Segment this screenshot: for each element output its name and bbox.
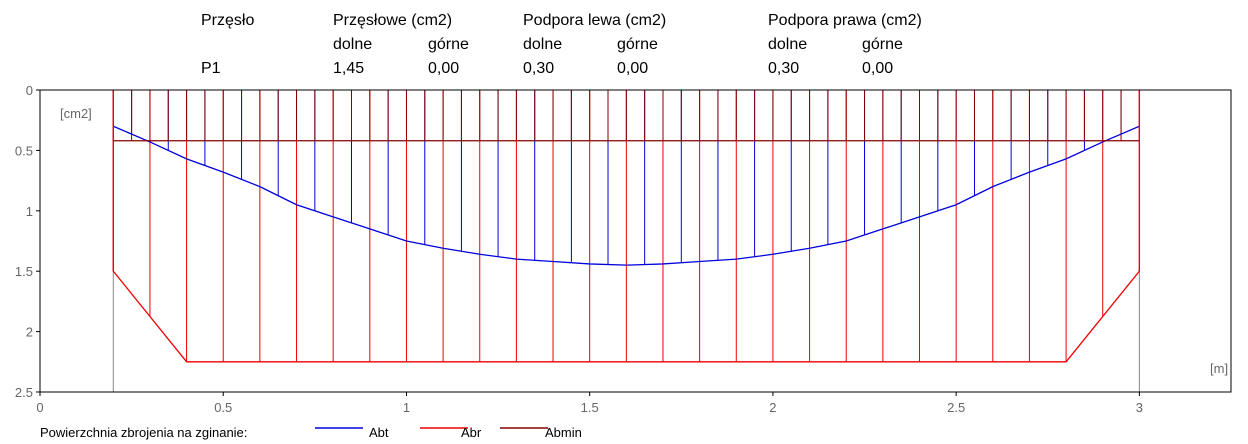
legend: Powierzchnia zbrojenia na zginanie: Abt Ab… bbox=[40, 425, 582, 440]
x-tick-label: 1.5 bbox=[581, 400, 599, 415]
right-support-title: Podpora prawa (cm2) bbox=[768, 12, 922, 29]
left-bottom-label: dolne bbox=[523, 36, 563, 53]
legend-label-abr: Abr bbox=[461, 425, 482, 440]
span-bottom-label: dolne bbox=[333, 36, 373, 53]
y-tick-label: 1.5 bbox=[15, 264, 33, 279]
x-tick-label: 0 bbox=[36, 400, 43, 415]
x-tick-label: 0.5 bbox=[214, 400, 232, 415]
right-top-label: górne bbox=[862, 36, 903, 53]
span-top-label: górne bbox=[428, 36, 469, 53]
span-value: P1 bbox=[201, 60, 221, 77]
axis-ticks: 0 0.5 1 1.5 2 2.5 3 0 0.5 1 1.5 2 2.5 bbox=[15, 83, 1143, 415]
left-bottom-value: 0,30 bbox=[523, 60, 555, 77]
station-lines bbox=[112, 90, 1140, 392]
span-reinf-title: Przęsłowe (cm2) bbox=[333, 12, 453, 29]
y-tick-label: 1 bbox=[26, 204, 33, 219]
plot-frame bbox=[39, 89, 1232, 393]
y-tick-label: 0 bbox=[26, 83, 33, 98]
right-bottom-value: 0,30 bbox=[768, 60, 800, 77]
legend-label-abt: Abt bbox=[369, 425, 389, 440]
legend-label-abmin: Abmin bbox=[545, 425, 582, 440]
left-top-value: 0,00 bbox=[617, 60, 649, 77]
right-bottom-label: dolne bbox=[768, 36, 808, 53]
span-top-value: 0,00 bbox=[428, 60, 460, 77]
series-line-abt bbox=[113, 125, 1140, 266]
x-tick-label: 1 bbox=[403, 400, 410, 415]
series-line-abr bbox=[112, 90, 1141, 363]
y-tick-label: 2.5 bbox=[15, 385, 33, 400]
series-lines bbox=[112, 90, 1141, 363]
x-tick-label: 2.5 bbox=[947, 400, 965, 415]
span-bottom-value: 1,45 bbox=[333, 60, 365, 77]
y-tick-label: 2 bbox=[26, 325, 33, 340]
left-support-title: Podpora lewa (cm2) bbox=[523, 12, 667, 29]
left-top-label: górne bbox=[617, 36, 658, 53]
x-tick-label: 2 bbox=[769, 400, 776, 415]
span-title: Przęsło bbox=[201, 12, 255, 29]
legend-title: Powierzchnia zbrojenia na zginanie: bbox=[40, 425, 247, 440]
y-tick-label: 0.5 bbox=[15, 143, 33, 158]
x-unit-label: [m] bbox=[1210, 361, 1228, 376]
right-top-value: 0,00 bbox=[862, 60, 894, 77]
x-tick-label: 3 bbox=[1136, 400, 1143, 415]
y-unit-label: [cm2] bbox=[60, 106, 92, 121]
